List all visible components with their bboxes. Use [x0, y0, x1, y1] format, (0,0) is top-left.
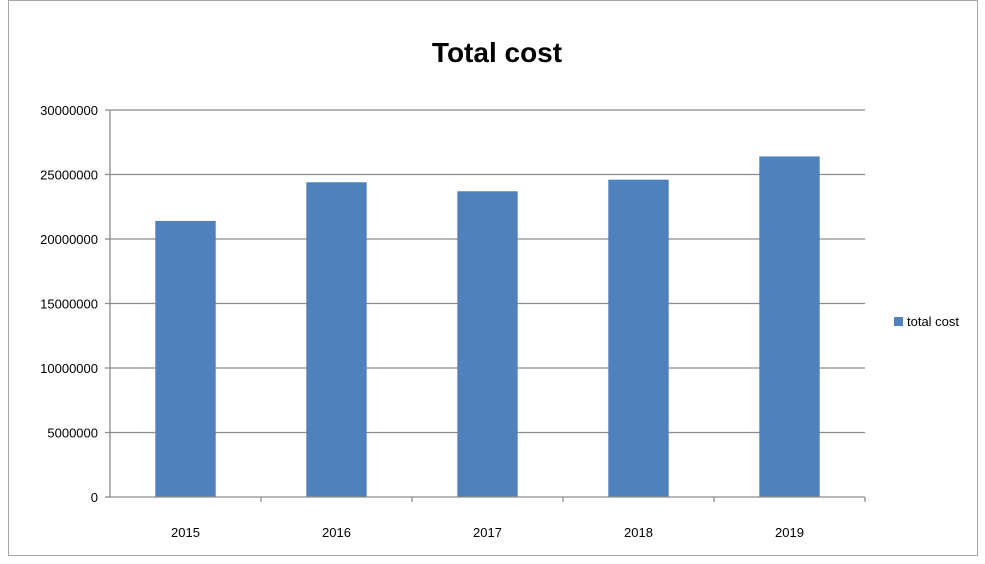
x-tick-label: 2015 — [171, 525, 200, 540]
bar-2019 — [759, 156, 820, 497]
legend-swatch — [894, 317, 903, 326]
bars — [155, 156, 820, 498]
legend: total cost — [894, 314, 959, 329]
y-tick-label: 0 — [91, 490, 98, 505]
y-tick-label: 5000000 — [47, 426, 98, 441]
gridlines — [110, 109, 865, 434]
y-tick-label: 30000000 — [40, 103, 98, 118]
legend-label: total cost — [907, 314, 959, 329]
chart-title: Total cost — [432, 37, 562, 68]
bar-2015 — [155, 220, 216, 497]
x-tick-label: 2019 — [775, 525, 804, 540]
y-tick-label: 10000000 — [40, 361, 98, 376]
y-tick-label: 20000000 — [40, 232, 98, 247]
x-tick-label: 2016 — [322, 525, 351, 540]
bar-2016 — [306, 182, 367, 498]
x-axis-ticks: 2015 2016 2017 2018 2019 — [171, 525, 804, 540]
y-tick-label: 25000000 — [40, 168, 98, 183]
axes — [105, 109, 866, 502]
y-tick-label: 15000000 — [40, 297, 98, 312]
bar-2017 — [457, 191, 518, 497]
y-axis-ticks: 0 5000000 10000000 15000000 20000000 25000000… — [40, 103, 98, 505]
x-tick-label: 2017 — [473, 525, 502, 540]
bar-2018 — [608, 179, 669, 497]
x-tick-label: 2018 — [624, 525, 653, 540]
